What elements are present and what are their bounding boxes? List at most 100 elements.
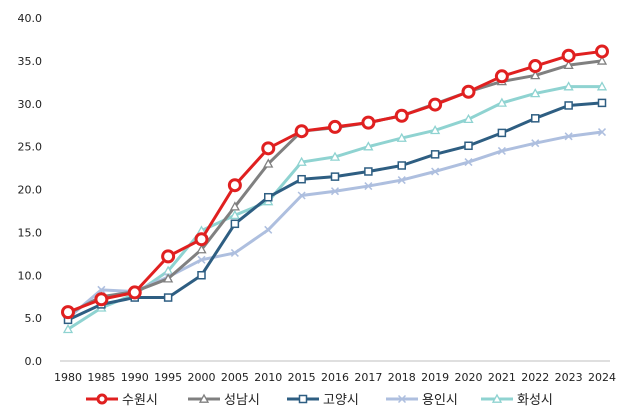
y-tick-label: 0.0 [25, 355, 43, 368]
data-point [596, 55, 608, 65]
data-point [397, 394, 407, 404]
data-point [564, 101, 573, 110]
y-axis-ticks: 0.0 5.0 10.0 15.0 20.0 25.0 30.0 35.0 40.0 [18, 12, 43, 368]
x-tick-label: 1980 [54, 371, 82, 384]
data-point [229, 201, 240, 211]
data-point [394, 108, 409, 123]
data-point [396, 132, 407, 142]
x-tick-label: 1985 [87, 371, 115, 384]
data-point [563, 81, 574, 91]
legend-item-1: 수원시 [86, 393, 158, 408]
data-point [330, 172, 340, 181]
data-point [294, 124, 309, 139]
y-tick-label: 35.0 [18, 55, 43, 68]
data-point [264, 225, 273, 234]
data-point [197, 271, 206, 280]
data-point [61, 305, 75, 320]
data-point [328, 119, 342, 134]
legend-label: 화성시 [517, 393, 553, 408]
x-tick-label: 2020 [455, 371, 483, 384]
legend-label: 수원시 [122, 393, 158, 408]
legend-label: 고양시 [323, 393, 359, 408]
data-point [530, 70, 541, 80]
data-point [397, 176, 406, 185]
legend-label: 성남시 [224, 393, 260, 408]
data-point [163, 293, 173, 302]
y-tick-label: 10.0 [18, 269, 43, 282]
data-point [230, 248, 239, 257]
y-tick-label: 25.0 [18, 141, 43, 154]
series-line [67, 49, 603, 314]
data-point [197, 255, 206, 264]
x-tick-label: 2019 [421, 371, 449, 384]
x-tick-label: 1995 [154, 371, 182, 384]
data-point [497, 146, 506, 155]
legend-item-5: 화성시 [481, 393, 553, 408]
series-layer [61, 44, 609, 334]
x-tick-label: 2016 [321, 371, 349, 384]
data-point [94, 292, 109, 307]
data-point [364, 182, 373, 191]
data-point [298, 394, 308, 404]
data-point [330, 187, 340, 196]
data-point [161, 249, 176, 264]
data-point [595, 44, 609, 59]
data-point [127, 285, 142, 300]
data-point [597, 98, 607, 108]
legend-item-2: 성남시 [188, 393, 260, 408]
data-point [528, 59, 543, 74]
data-point [496, 97, 507, 107]
data-point [431, 167, 440, 176]
legend-item-4: 용인시 [386, 393, 458, 408]
data-point [564, 132, 573, 141]
y-tick-label: 20.0 [18, 184, 43, 197]
data-point [563, 59, 574, 70]
legend: 수원시 성남시 고양시 용인시 화성시 [86, 393, 553, 408]
x-tick-label: 2015 [288, 371, 316, 384]
data-point [229, 209, 240, 220]
x-axis-ticks: 1980 1985 1990 1995 2000 2005 2010 2015 2016 2017… [54, 371, 616, 384]
data-point [96, 393, 108, 405]
legend-label: 용인시 [422, 393, 458, 408]
y-tick-label: 5.0 [25, 312, 43, 325]
data-point [97, 285, 106, 294]
data-point [297, 191, 306, 200]
data-point [194, 232, 209, 247]
data-point [597, 128, 607, 137]
data-point [263, 158, 274, 168]
x-tick-label: 2022 [521, 371, 549, 384]
x-tick-label: 2018 [388, 371, 416, 384]
data-point [198, 393, 210, 403]
data-point [531, 114, 540, 123]
data-point [531, 139, 540, 148]
x-tick-label: 2023 [555, 371, 583, 384]
x-tick-label: 2021 [488, 371, 516, 384]
data-point [463, 113, 474, 124]
y-tick-label: 15.0 [18, 226, 43, 239]
data-point [297, 174, 306, 184]
x-tick-label: 2010 [254, 371, 282, 384]
data-point [530, 88, 541, 98]
data-point [430, 150, 440, 159]
data-point [497, 128, 507, 138]
data-point [596, 81, 608, 91]
data-point [561, 48, 576, 63]
x-tick-label: 2000 [188, 371, 216, 384]
data-point [491, 393, 503, 403]
data-point [264, 192, 273, 202]
data-point [230, 219, 240, 229]
data-point [464, 158, 473, 167]
y-tick-label: 40.0 [18, 12, 43, 25]
data-point [428, 97, 443, 112]
data-point [296, 156, 307, 166]
data-point [261, 141, 276, 156]
data-point [363, 141, 374, 151]
data-point [461, 84, 476, 99]
x-tick-label: 2024 [588, 371, 616, 384]
data-point [494, 69, 509, 84]
data-point [364, 167, 373, 176]
x-tick-label: 2005 [221, 371, 249, 384]
data-point [227, 178, 242, 193]
data-point [329, 151, 341, 161]
